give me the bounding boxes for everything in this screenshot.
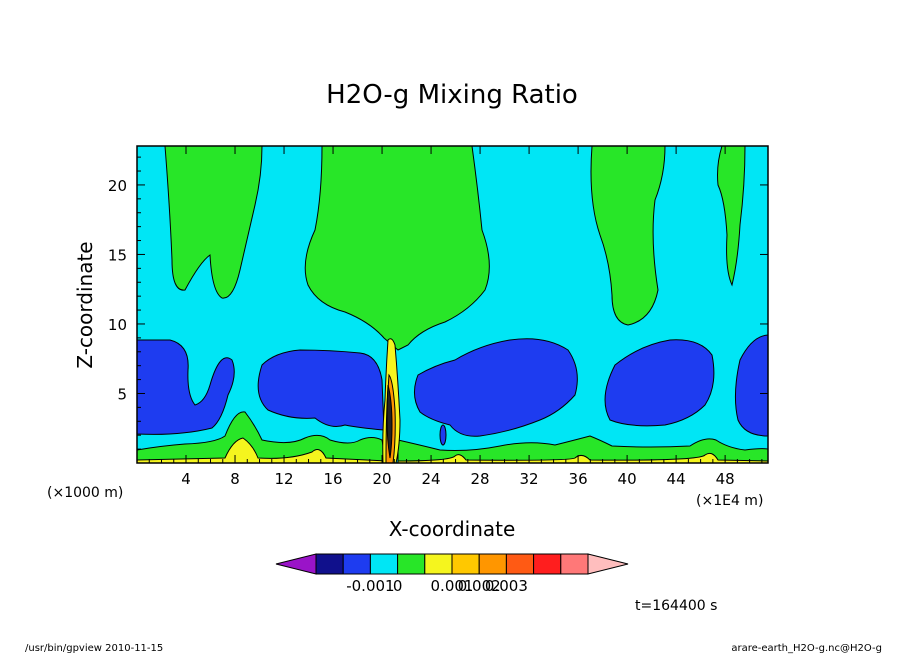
plot-frame — [136, 145, 769, 464]
colorbar-cell — [315, 553, 344, 575]
colorbar-tick-label: 0.002 — [458, 577, 501, 595]
chart-title: H2O-g Mixing Ratio — [326, 80, 578, 110]
near-surface-moist-layer-right — [397, 435, 768, 463]
x-tick-label: 48 — [716, 470, 735, 488]
colorbar-cell — [560, 553, 589, 575]
time-label: t=164400 s — [635, 598, 717, 614]
dry-region-mid — [257, 349, 385, 431]
colorbar-cell — [342, 553, 371, 575]
colorbar-tick-label: 0.003 — [485, 577, 528, 595]
dry-region-left — [137, 339, 235, 435]
dry-region-right — [604, 339, 715, 427]
y-axis-ticks: 5 10 15 20 — [108, 156, 768, 450]
x-unit-right: (×1E4 m) — [696, 493, 763, 509]
x-tick-label: 28 — [471, 470, 490, 488]
colorbar-cell — [505, 553, 535, 575]
colorbar-under-triangle — [275, 553, 317, 575]
colorbar-cell — [369, 553, 399, 575]
x-unit-left: (×1000 m) — [47, 485, 123, 501]
y-tick-label: 20 — [108, 177, 127, 195]
x-tick-label: 20 — [373, 470, 392, 488]
moist-column-left — [164, 146, 263, 299]
colorbar-tick-label: 0 — [393, 577, 403, 595]
moist-column-right — [590, 146, 666, 326]
footer-right: arare-earth_H2O-g.nc@H2O-g — [731, 643, 882, 654]
x-tick-label: 4 — [181, 470, 191, 488]
moist-column-far-right — [717, 146, 746, 287]
x-axis-ticks: 4 8 12 16 20 24 28 32 36 40 44 48 — [148, 146, 763, 488]
x-tick-label: 32 — [520, 470, 539, 488]
x-tick-label: 36 — [569, 470, 588, 488]
x-tick-label: 16 — [323, 470, 342, 488]
dry-region-center-right — [414, 338, 578, 437]
y-tick-label: 5 — [117, 385, 127, 403]
near-surface-moist-layer — [137, 411, 387, 463]
colorbar-cell — [397, 553, 426, 575]
colorbar — [275, 553, 629, 575]
x-axis-label: X-coordinate — [389, 517, 516, 541]
colorbar-cell — [424, 553, 453, 575]
updraft-core-dark — [386, 384, 393, 459]
dry-region-far-right — [734, 334, 768, 437]
colorbar-tick-label: -0.001 — [346, 577, 394, 595]
plot-area — [137, 146, 768, 463]
x-tick-label: 12 — [274, 470, 293, 488]
y-tick-label: 15 — [108, 246, 127, 264]
x-tick-label: 44 — [667, 470, 686, 488]
y-tick-label: 10 — [108, 316, 127, 334]
colorbar-cell — [451, 553, 480, 575]
x-tick-label: 24 — [422, 470, 441, 488]
colorbar-cell — [478, 553, 507, 575]
x-tick-label: 40 — [618, 470, 637, 488]
surface-yellow-layer-right — [397, 452, 768, 463]
dry-pocket-small — [439, 424, 447, 446]
surface-yellow-layer — [137, 437, 387, 463]
y-axis-label: Z-coordinate — [73, 241, 97, 368]
colorbar-over-triangle — [587, 553, 629, 575]
colorbar-tick-label: 0.001 — [431, 577, 474, 595]
x-tick-label: 8 — [230, 470, 240, 488]
footer-left: /usr/bin/gpview 2010-11-15 — [25, 643, 163, 654]
colorbar-cell — [533, 553, 562, 575]
